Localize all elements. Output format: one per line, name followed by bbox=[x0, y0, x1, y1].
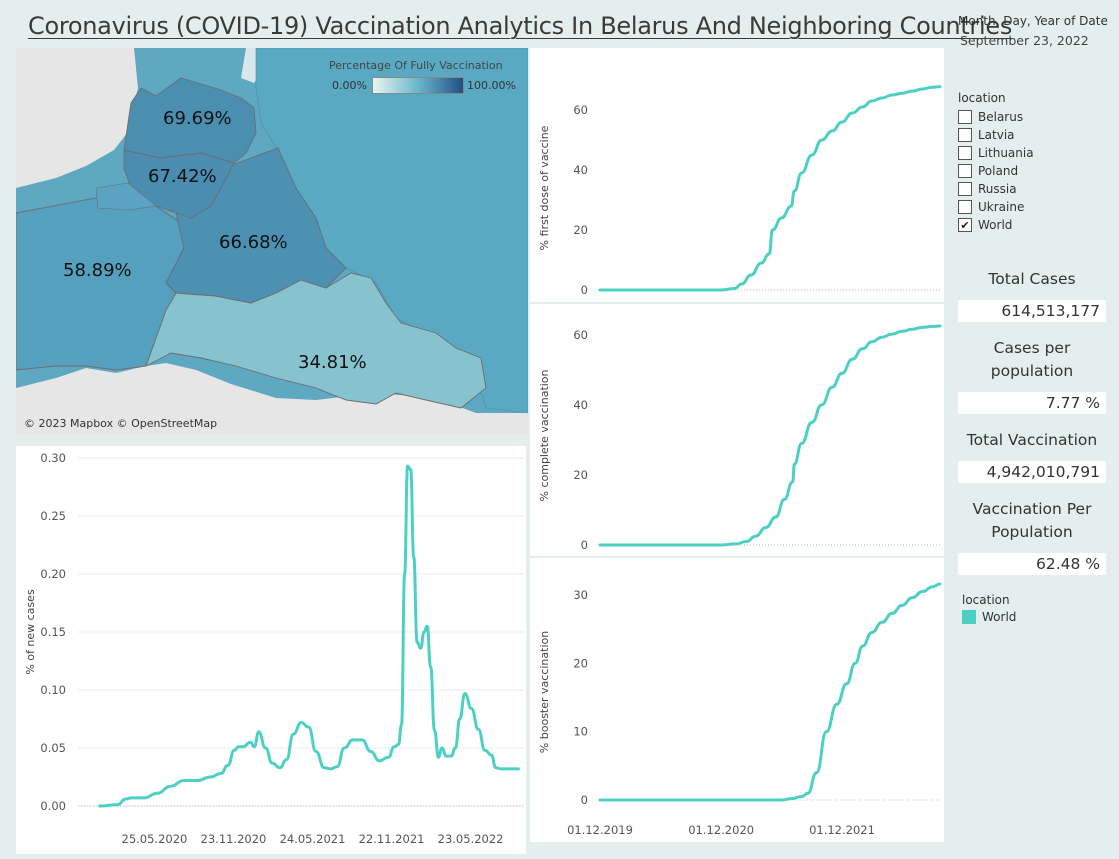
y-tick-label: 20 bbox=[573, 223, 588, 237]
checkbox[interactable] bbox=[958, 128, 972, 142]
y-tick-label: 0.15 bbox=[40, 625, 66, 639]
location-option-lithuania[interactable]: Lithuania bbox=[958, 144, 1078, 162]
checkbox[interactable] bbox=[958, 164, 972, 178]
checkbox[interactable]: ✔ bbox=[958, 218, 972, 232]
checkbox[interactable] bbox=[958, 182, 972, 196]
location-option-label: Lithuania bbox=[978, 146, 1034, 160]
kpi-vaccination-per-population-label: Vaccination Per Population bbox=[972, 500, 1092, 541]
location-option-label: Latvia bbox=[978, 128, 1015, 142]
location-option-label: Poland bbox=[978, 164, 1019, 178]
y-tick-label: 20 bbox=[573, 656, 588, 670]
series-line-world[interactable] bbox=[98, 464, 520, 808]
y-tick-label: 0.05 bbox=[40, 741, 66, 755]
series-legend-title: location bbox=[962, 593, 1010, 607]
map-legend-colorbar bbox=[372, 77, 464, 94]
y-axis-title: % complete vaccination bbox=[538, 369, 551, 501]
y-tick-label: 10 bbox=[573, 725, 588, 739]
y-tick-label: 0.10 bbox=[40, 683, 66, 697]
y-tick-label: 40 bbox=[573, 163, 588, 177]
series-line-world[interactable] bbox=[598, 582, 942, 802]
land-south bbox=[16, 363, 528, 434]
x-tick-label: 22.11.2021 bbox=[359, 832, 425, 846]
new-cases-chart[interactable]: 0.00 0.05 0.10 0.15 0.20 0.25 0.30 % of new cas… bbox=[16, 446, 526, 854]
y-axis-title: % first dose of vaccine bbox=[538, 125, 551, 250]
y-tick-label: 30 bbox=[573, 588, 588, 602]
location-option-latvia[interactable]: Latvia bbox=[958, 126, 1078, 144]
x-tick-label: 25.05.2020 bbox=[122, 832, 188, 846]
map-svg bbox=[16, 48, 528, 434]
y-tick-label: 0.30 bbox=[40, 451, 66, 465]
location-option-world[interactable]: ✔ World bbox=[958, 216, 1078, 234]
map-label-latvia: 69.69% bbox=[163, 108, 232, 129]
y-tick-label: 0 bbox=[581, 283, 588, 297]
kpi-total-cases-label: Total Cases bbox=[988, 270, 1076, 288]
map-label-lithuania: 67.42% bbox=[148, 166, 217, 187]
new-cases-svg: 0.00 0.05 0.10 0.15 0.20 0.25 0.30 % of new cas… bbox=[24, 451, 524, 846]
checkbox[interactable] bbox=[958, 146, 972, 160]
checkbox[interactable] bbox=[958, 200, 972, 214]
y-tick-label: 60 bbox=[573, 328, 588, 342]
x-tick-label: 23.05.2022 bbox=[438, 832, 504, 846]
kpi-total-vaccination-value: 4,942,010,791 bbox=[958, 461, 1106, 483]
date-filter-label: Month, Day, Year of Date bbox=[958, 14, 1108, 28]
y-tick-label: 0 bbox=[581, 538, 588, 552]
series-legend-item-world[interactable]: World bbox=[962, 610, 1016, 624]
x-tick-label: 01.12.2019 bbox=[567, 823, 633, 837]
map-legend-title: Percentage Of Fully Vaccination bbox=[329, 59, 503, 72]
region-latvia[interactable] bbox=[123, 77, 257, 164]
kpi-cases-per-population-value: 7.77 % bbox=[958, 392, 1106, 414]
y-tick-label: 0 bbox=[581, 793, 588, 807]
checkbox[interactable] bbox=[958, 110, 972, 124]
y-tick-label: 60 bbox=[573, 103, 588, 117]
x-tick-label: 23.11.2020 bbox=[201, 832, 267, 846]
map-legend-min: 0.00% bbox=[332, 79, 367, 92]
kpi-total-cases-value: 614,513,177 bbox=[958, 300, 1106, 322]
location-option-russia[interactable]: Russia bbox=[958, 180, 1078, 198]
kpi-vaccination-per-population-value: 62.48 % bbox=[958, 553, 1106, 575]
y-tick-label: 0.20 bbox=[40, 567, 66, 581]
map-label-belarus: 66.68% bbox=[219, 232, 288, 253]
map-label-poland: 58.89% bbox=[63, 260, 132, 281]
map-background-land bbox=[16, 48, 528, 434]
map-legend-max: 100.00% bbox=[467, 79, 516, 92]
series-line-world[interactable] bbox=[598, 324, 942, 547]
booster-vaccination-chart[interactable]: 0 10 20 30 % booster vaccination 01.12.2019 01… bbox=[530, 558, 944, 842]
location-option-ukraine[interactable]: Ukraine bbox=[958, 198, 1078, 216]
series-line-world[interactable] bbox=[598, 85, 942, 292]
kpi-cases-per-population-label: Cases per population bbox=[990, 339, 1074, 380]
complete-vaccination-chart[interactable]: 0 20 40 60 % complete vaccination bbox=[530, 304, 944, 556]
y-tick-label: 20 bbox=[573, 468, 588, 482]
first-dose-svg: 0 20 40 60 % first dose of vaccine bbox=[538, 85, 942, 297]
y-axis-title: % booster vaccination bbox=[538, 631, 551, 753]
date-filter-value[interactable]: September 23, 2022 bbox=[960, 33, 1089, 48]
region-russia[interactable] bbox=[255, 48, 528, 414]
y-tick-label: 40 bbox=[573, 398, 588, 412]
first-dose-chart[interactable]: 0 20 40 60 % first dose of vaccine bbox=[530, 48, 944, 302]
y-tick-label: 0.25 bbox=[40, 509, 66, 523]
x-tick-label: 01.12.2021 bbox=[809, 823, 875, 837]
series-legend-label: World bbox=[982, 610, 1017, 624]
map-credit[interactable]: © 2023 Mapbox © OpenStreetMap bbox=[24, 417, 218, 430]
map-label-ukraine: 34.81% bbox=[298, 352, 367, 373]
kpi-total-vaccination-label: Total Vaccination bbox=[966, 431, 1098, 449]
location-option-label: Ukraine bbox=[978, 200, 1025, 214]
booster-vaccination-svg: 0 10 20 30 % booster vaccination 01.12.2019 01… bbox=[538, 582, 942, 837]
y-tick-label: 0.00 bbox=[40, 799, 66, 813]
location-filter-title: location bbox=[958, 91, 1006, 105]
x-tick-label: 24.05.2021 bbox=[280, 832, 346, 846]
location-option-label: World bbox=[978, 218, 1013, 232]
x-tick-label: 01.12.2020 bbox=[688, 823, 754, 837]
location-option-belarus[interactable]: Belarus bbox=[958, 108, 1078, 126]
page-title: Coronavirus (COVID-19) Vaccination Analy… bbox=[28, 12, 1013, 40]
y-axis-title: % of new cases bbox=[24, 589, 37, 675]
region-kaliningrad[interactable] bbox=[95, 182, 157, 211]
location-option-poland[interactable]: Poland bbox=[958, 162, 1078, 180]
series-legend-swatch bbox=[962, 610, 976, 624]
vaccination-map[interactable]: Percentage Of Fully Vaccination 0.00% 10… bbox=[16, 48, 528, 434]
location-option-label: Russia bbox=[978, 182, 1017, 196]
land-scandinavia-coast bbox=[16, 48, 138, 188]
complete-vaccination-svg: 0 20 40 60 % complete vaccination bbox=[538, 324, 942, 552]
location-option-label: Belarus bbox=[978, 110, 1024, 124]
